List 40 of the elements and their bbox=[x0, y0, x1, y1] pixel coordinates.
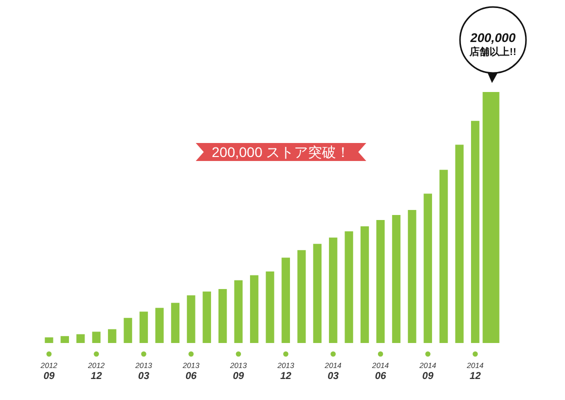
x-tick-label: 2012 09 bbox=[40, 361, 58, 382]
bar bbox=[455, 144, 464, 343]
bar bbox=[218, 289, 227, 343]
bar bbox=[155, 308, 164, 343]
bar bbox=[60, 336, 69, 343]
data-label: 200,000 店舗以上!! bbox=[468, 31, 516, 58]
x-tick-label: 2014 12 bbox=[466, 361, 484, 382]
annotation: 200,000 ストア突破！ bbox=[212, 144, 350, 160]
bar bbox=[108, 329, 116, 343]
x-tick-label: 2013 12 bbox=[276, 361, 295, 382]
x-tick-label: 2014 06 bbox=[371, 361, 389, 382]
x-tick-label: 2013 09 bbox=[229, 361, 248, 382]
bar bbox=[186, 295, 196, 343]
bar bbox=[44, 337, 54, 343]
bar bbox=[282, 258, 290, 343]
bar bbox=[328, 238, 338, 343]
bar bbox=[392, 214, 400, 343]
bar bbox=[471, 120, 480, 343]
x-tick-label: 2014 09 bbox=[418, 361, 436, 382]
bar bbox=[202, 292, 212, 343]
bar bbox=[439, 170, 448, 343]
bar bbox=[124, 318, 132, 343]
bar bbox=[234, 280, 243, 343]
bar bbox=[344, 231, 354, 343]
bar bbox=[376, 220, 385, 343]
bar bbox=[313, 244, 322, 343]
x-tick-label: 2012 12 bbox=[87, 361, 106, 382]
bar bbox=[171, 302, 180, 343]
bar bbox=[408, 210, 416, 343]
bar bbox=[250, 275, 258, 343]
bar bbox=[297, 250, 306, 343]
x-tick-label: 2014 03 bbox=[324, 361, 342, 382]
bar bbox=[76, 334, 85, 343]
x-tick-label: 2013 06 bbox=[182, 361, 200, 382]
bar bbox=[92, 332, 101, 343]
bar bbox=[140, 312, 148, 343]
x-tick-label: 2013 03 bbox=[134, 361, 153, 382]
bar bbox=[424, 194, 432, 343]
bar bbox=[266, 271, 274, 343]
bar bbox=[360, 226, 369, 343]
